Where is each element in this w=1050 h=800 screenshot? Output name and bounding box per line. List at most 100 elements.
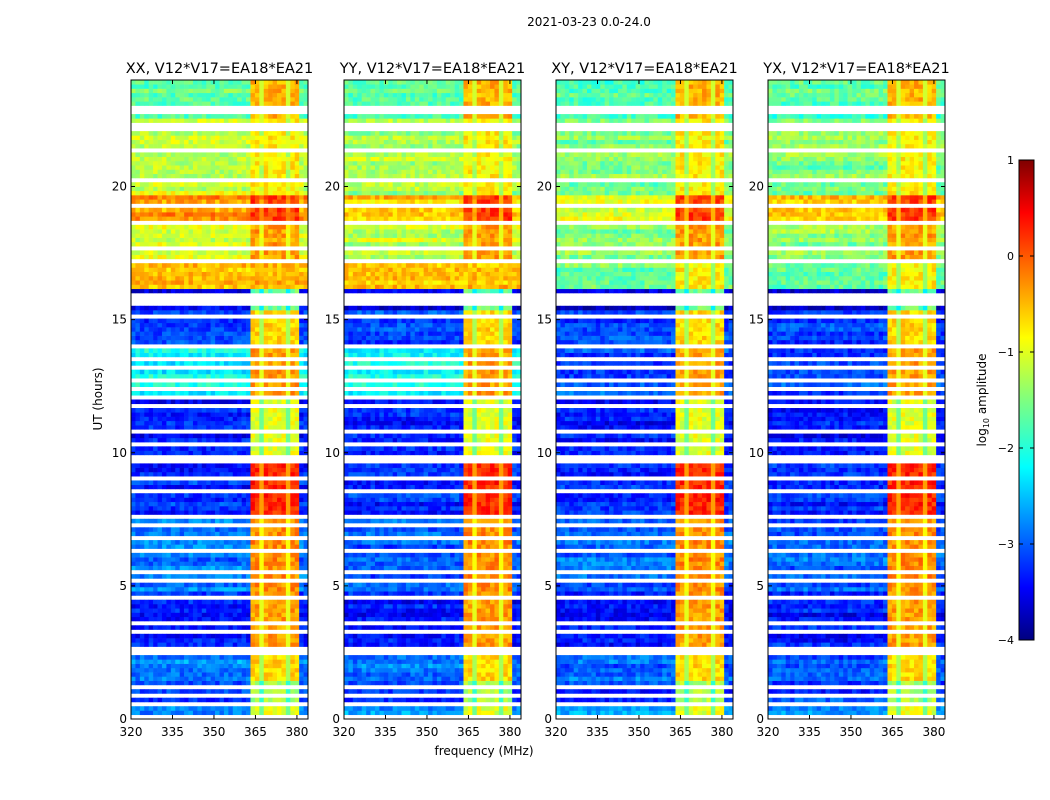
heatmap-cell — [184, 118, 189, 123]
heatmap-cell — [153, 186, 158, 192]
heatmap-cell — [263, 625, 269, 630]
heatmap-cell — [303, 305, 309, 311]
heatmap-cell — [263, 416, 269, 422]
heatmap-cell — [268, 241, 273, 247]
heatmap-cell — [294, 412, 300, 417]
heatmap-cell — [237, 603, 242, 609]
heatmap-cell — [281, 408, 287, 413]
heatmap-cell — [144, 433, 149, 439]
heatmap-cell — [139, 190, 145, 196]
heatmap-cell — [135, 446, 141, 451]
heatmap-cell — [303, 160, 309, 166]
heatmap-cell — [463, 697, 469, 703]
heatmap-cell — [401, 667, 407, 673]
heatmap-cell — [379, 676, 385, 681]
heatmap-cell — [148, 399, 154, 405]
heatmap-cell — [241, 437, 247, 443]
heatmap-cell — [259, 501, 265, 507]
heatmap-cell — [303, 284, 309, 290]
heatmap-cell — [254, 241, 260, 247]
heatmap-cell — [290, 199, 296, 204]
heatmap-cell — [144, 493, 149, 498]
heatmap-cell — [232, 612, 238, 618]
heatmap-cell — [223, 416, 229, 422]
heatmap-cell — [148, 305, 154, 311]
heatmap-cell — [153, 335, 158, 341]
heatmap-cell — [254, 135, 260, 140]
heatmap-cell — [157, 331, 163, 336]
heatmap-cell — [210, 540, 216, 545]
heatmap-cell — [192, 565, 198, 571]
heatmap-cell — [215, 318, 220, 324]
heatmap-cell — [263, 433, 269, 439]
heatmap-cell — [166, 241, 172, 247]
heatmap-cell — [139, 501, 145, 507]
heatmap-cell — [268, 659, 273, 664]
heatmap-cell — [299, 156, 304, 162]
heatmap-cell — [131, 173, 136, 179]
heatmap-cell — [179, 586, 185, 592]
heatmap-cell — [206, 382, 211, 388]
heatmap-cell — [201, 420, 207, 426]
heatmap-cell — [281, 544, 287, 549]
heatmap-cell — [175, 382, 180, 388]
heatmap-cell — [285, 224, 291, 230]
heatmap-cell — [210, 152, 216, 157]
heatmap-cell — [157, 608, 163, 613]
heatmap-cell — [228, 101, 234, 106]
heatmap-cell — [206, 288, 211, 294]
heatmap-cell — [272, 544, 278, 549]
heatmap-cell — [144, 416, 149, 422]
heatmap-cell — [192, 169, 198, 175]
heatmap-cell — [139, 518, 145, 524]
heatmap-cell — [232, 586, 238, 592]
heatmap-cell — [516, 638, 522, 643]
heatmap-cell — [232, 199, 238, 204]
heatmap-cell — [135, 190, 141, 196]
heatmap-cell — [281, 280, 287, 285]
heatmap-cell — [179, 169, 185, 175]
heatmap-cell — [401, 633, 407, 639]
heatmap-cell — [228, 659, 234, 664]
heatmap-cell — [281, 655, 287, 660]
heatmap-cell — [153, 382, 158, 388]
heatmap-cell — [135, 310, 141, 315]
heatmap-cell — [299, 625, 304, 630]
heatmap-cell — [290, 399, 296, 405]
heatmap-cell — [294, 250, 300, 255]
heatmap-cell — [503, 689, 509, 694]
heatmap-cell — [192, 369, 198, 375]
heatmap-cell — [379, 633, 385, 639]
heatmap-cell — [277, 233, 282, 238]
heatmap-cell — [201, 659, 207, 664]
heatmap-cell — [201, 271, 207, 277]
heatmap-cell — [285, 373, 291, 379]
heatmap-cell — [184, 416, 189, 422]
heatmap-cell — [516, 680, 522, 686]
heatmap-cell — [290, 510, 296, 515]
heatmap-cell — [441, 676, 447, 681]
heatmap-cell — [148, 706, 154, 711]
heatmap-cell — [512, 689, 517, 694]
heatmap-cell — [188, 373, 194, 379]
heatmap-cell — [299, 552, 304, 558]
heatmap-cell — [148, 697, 154, 703]
heatmap-cell — [139, 131, 145, 136]
heatmap-cell — [170, 263, 176, 268]
heatmap-cell — [405, 706, 411, 711]
heatmap-cell — [201, 608, 207, 613]
heatmap-cell — [188, 254, 194, 260]
heatmap-cell — [223, 263, 229, 268]
heatmap-cell — [197, 540, 203, 545]
heatmap-cell — [223, 250, 229, 255]
heatmap-cell — [131, 250, 136, 255]
heatmap-cell — [507, 633, 513, 639]
heatmap-cell — [272, 416, 278, 422]
heatmap-cell — [131, 484, 136, 490]
heatmap-cell — [428, 676, 433, 681]
heatmap-cell — [281, 557, 287, 562]
heatmap-cell — [419, 642, 424, 647]
heatmap-cell — [281, 510, 287, 515]
heatmap-cell — [237, 139, 242, 145]
